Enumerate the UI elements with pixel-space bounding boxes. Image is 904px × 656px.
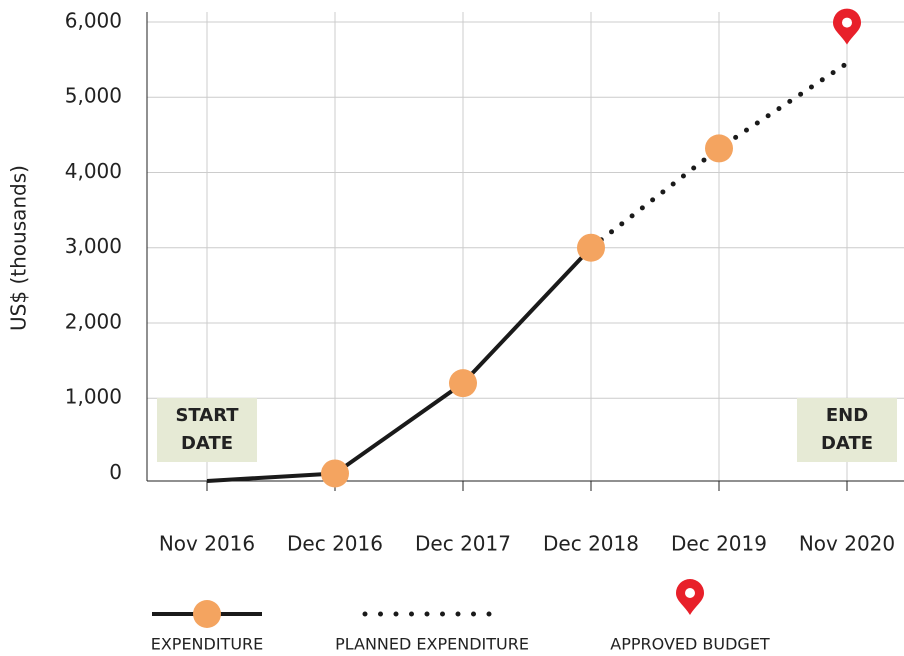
annotation-text: END [826, 405, 868, 426]
annotation-box [797, 398, 897, 462]
y-tick-label: 6,000 [65, 9, 122, 33]
pin-hole [685, 588, 695, 598]
y-tick-label: 2,000 [65, 309, 122, 333]
y-axis-label: US$ (thousands) [7, 165, 31, 331]
data-point [449, 369, 477, 398]
data-point [705, 134, 733, 163]
legend-label: PLANNED EXPENDITURE [335, 635, 529, 654]
x-tick-label: Dec 2018 [543, 532, 639, 556]
data-point [321, 459, 349, 488]
y-tick-label: 0 [109, 460, 122, 484]
x-tick-label: Dec 2019 [671, 532, 767, 556]
annotation-box [157, 398, 257, 462]
y-tick-label: 1,000 [65, 385, 122, 409]
x-tick-label: Dec 2016 [287, 532, 383, 556]
pin-hole [842, 17, 852, 28]
approved-budget-marker [833, 8, 861, 45]
y-tick-label: 5,000 [65, 84, 122, 108]
data-point [577, 233, 605, 262]
legend-label: EXPENDITURE [151, 635, 264, 654]
series-line [206, 246, 593, 483]
y-tick-label: 4,000 [65, 159, 122, 183]
series-line [588, 60, 850, 251]
annotation-text: DATE [181, 433, 233, 454]
x-tick-label: Nov 2016 [159, 532, 255, 556]
legend-marker [193, 600, 221, 628]
annotation-text: START [175, 405, 239, 426]
x-tick-label: Dec 2017 [415, 532, 511, 556]
x-tick-label: Nov 2020 [799, 532, 895, 556]
legend-label: APPROVED BUDGET [610, 635, 770, 654]
legend-pin [676, 579, 704, 615]
annotation-text: DATE [821, 433, 873, 454]
y-tick-label: 3,000 [65, 234, 122, 258]
